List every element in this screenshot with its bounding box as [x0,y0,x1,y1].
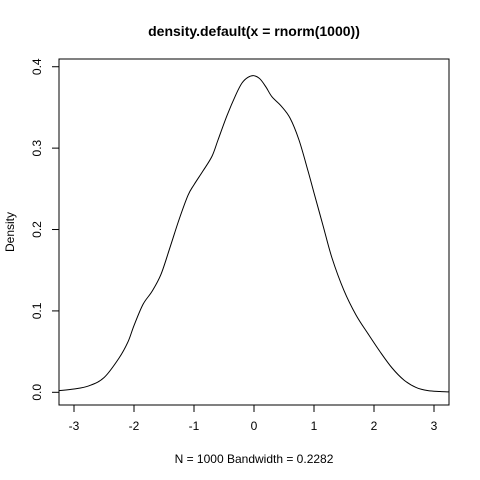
plot-frame [58,58,450,406]
x-tick-label: 2 [371,419,378,433]
x-tick-label: 3 [431,419,438,433]
x-axis-label: N = 1000 Bandwidth = 0.2282 [175,452,334,466]
y-tick-label: 0.1 [30,302,44,319]
y-tick-label: 0.3 [30,139,44,156]
y-axis: 0.0 0.1 0.2 0.3 0.4 [30,58,59,401]
y-tick-label: 0.0 [30,384,44,401]
chart-title: density.default(x = rnorm(1000)) [148,23,360,39]
x-axis: -3 -2 -1 0 1 2 3 [69,405,438,433]
density-curve [58,75,450,393]
x-tick-label: 0 [251,419,258,433]
x-tick-label: -3 [69,419,80,433]
y-tick-label: 0.2 [30,221,44,238]
y-axis-label: Density [3,212,17,252]
x-tick-label: -2 [129,419,140,433]
x-tick-label: 1 [311,419,318,433]
y-tick-label: 0.4 [30,58,44,75]
x-tick-label: -1 [189,419,200,433]
